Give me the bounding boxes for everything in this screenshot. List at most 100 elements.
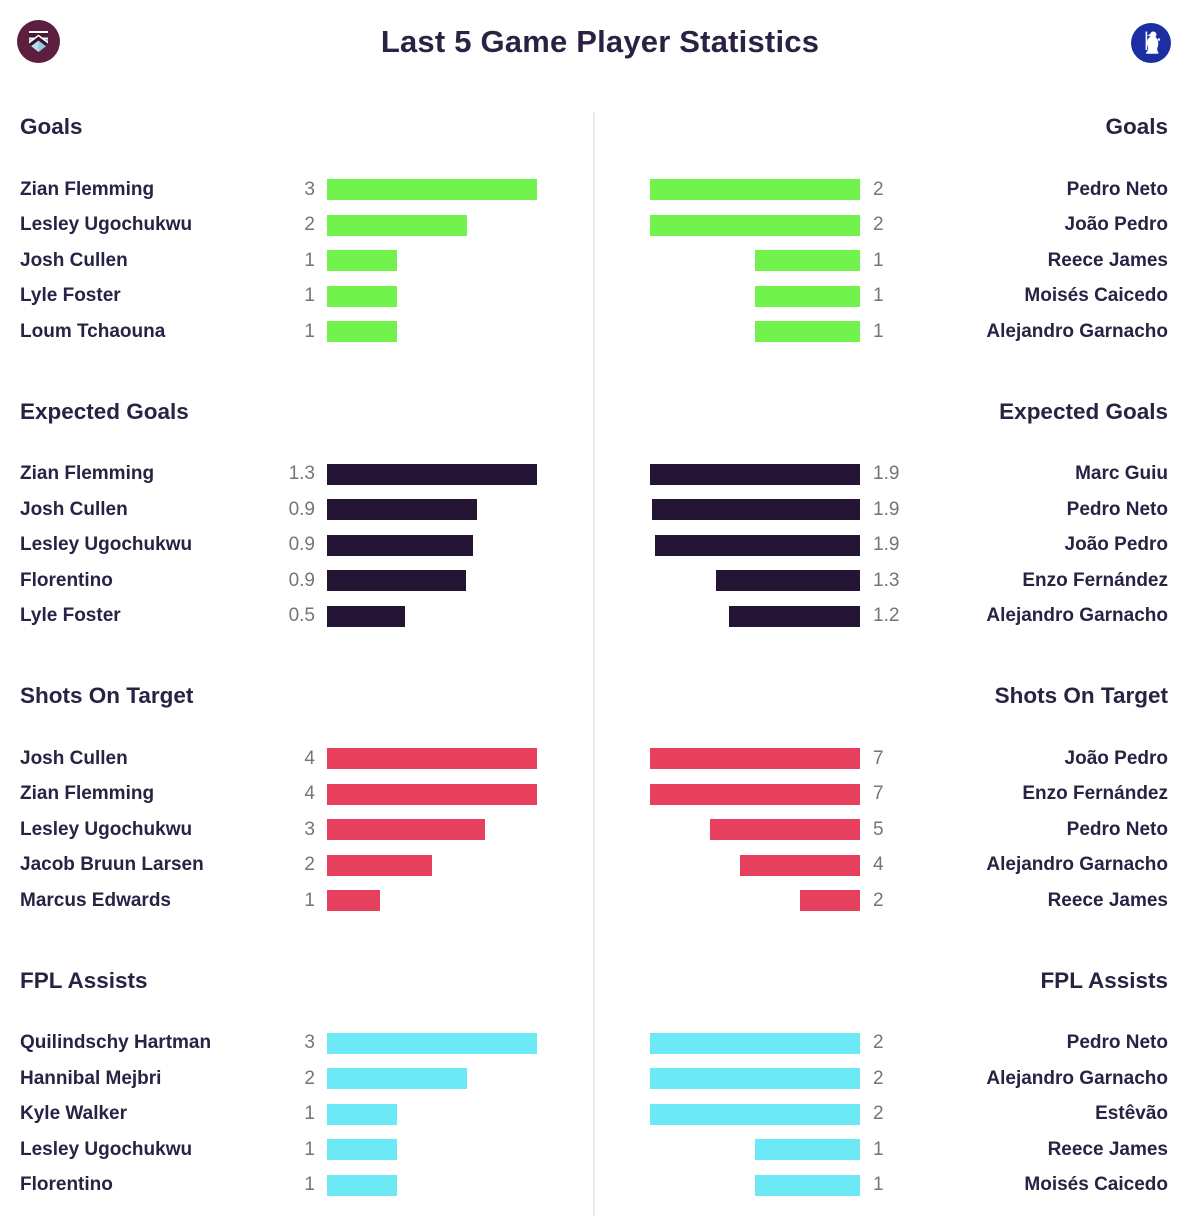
- stat-value: 0.5: [288, 605, 315, 627]
- player-name: Kyle Walker: [20, 1103, 128, 1125]
- stats-sections: Goals Goals Zian Flemming 3 2 Pedro Neto…: [0, 112, 1200, 1216]
- player-name: Reece James: [1047, 249, 1168, 271]
- player-name: Zian Flemming: [20, 178, 155, 200]
- away-side: 1 Moisés Caicedo: [593, 285, 1200, 307]
- bar-zone: [327, 1139, 537, 1161]
- player-name: Alejandro Garnacho: [986, 320, 1168, 342]
- bar-zone: [327, 285, 537, 307]
- stat-bar: [327, 854, 432, 876]
- stat-bar: [327, 748, 537, 770]
- stat-value: 0.9: [288, 569, 315, 591]
- stat-section-head: Shots On Target Shots On Target: [0, 681, 1200, 711]
- stat-bar: [327, 890, 380, 912]
- stat-bar: [800, 890, 860, 912]
- stat-bar: [327, 463, 537, 485]
- stat-bar: [755, 1139, 860, 1161]
- away-team-badge-chelsea-icon: [1131, 23, 1171, 63]
- stat-value: 1: [873, 1174, 884, 1196]
- player-name: Hannibal Mejbri: [20, 1067, 162, 1089]
- stat-bar: [327, 1032, 537, 1054]
- stat-value: 1: [873, 285, 884, 307]
- stat-value: 1: [304, 889, 315, 911]
- player-name: Florentino: [20, 1174, 113, 1196]
- stat-row: Jacob Bruun Larsen 2 4 Alejandro Garnach…: [0, 848, 1200, 884]
- stat-heading-left: FPL Assists: [20, 967, 148, 993]
- bar-zone: [650, 1174, 860, 1196]
- player-name: Moisés Caicedo: [1024, 1174, 1168, 1196]
- stat-bar: [729, 605, 860, 627]
- stat-bar: [327, 783, 537, 805]
- stat-bar: [716, 570, 860, 592]
- stat-value: 0.9: [288, 534, 315, 556]
- player-name: Reece James: [1047, 1138, 1168, 1160]
- stat-bar: [755, 321, 860, 343]
- stat-section: Goals Goals Zian Flemming 3 2 Pedro Neto…: [0, 112, 1200, 350]
- away-side: 1 Moisés Caicedo: [593, 1174, 1200, 1196]
- stat-value: 2: [873, 1032, 884, 1054]
- player-name: Enzo Fernández: [1022, 569, 1168, 591]
- stat-bar: [327, 1174, 397, 1196]
- stat-row: Florentino 1 1 Moisés Caicedo: [0, 1168, 1200, 1204]
- stat-bar: [327, 321, 397, 343]
- player-name: Jacob Bruun Larsen: [20, 854, 204, 876]
- away-side: 1.9 João Pedro: [593, 534, 1200, 556]
- stat-bar: [327, 1139, 397, 1161]
- bar-zone: [327, 605, 537, 627]
- home-side: Florentino 0.9: [0, 570, 593, 592]
- stat-value: 1.9: [873, 463, 900, 485]
- player-name: Marcus Edwards: [20, 889, 171, 911]
- stat-bar: [652, 499, 860, 521]
- bar-zone: [650, 214, 860, 236]
- bar-zone: [650, 321, 860, 343]
- home-side: Zian Flemming 4: [0, 783, 593, 805]
- stat-value: 1: [873, 249, 884, 271]
- player-name: Alejandro Garnacho: [986, 605, 1168, 627]
- stat-row: Lesley Ugochukwu 2 2 João Pedro: [0, 208, 1200, 244]
- away-side: 7 João Pedro: [593, 748, 1200, 770]
- stat-bar: [650, 179, 860, 201]
- stat-value: 2: [304, 1067, 315, 1089]
- home-side: Kyle Walker 1: [0, 1103, 593, 1125]
- stat-bar: [327, 605, 405, 627]
- stat-rows: Zian Flemming 1.3 1.9 Marc Guiu Josh Cul…: [0, 457, 1200, 635]
- stat-value: 7: [873, 783, 884, 805]
- stat-value: 1.3: [288, 463, 315, 485]
- bar-zone: [650, 463, 860, 485]
- stat-row: Josh Cullen 4 7 João Pedro: [0, 741, 1200, 777]
- home-side: Hannibal Mejbri 2: [0, 1068, 593, 1090]
- stat-value: 1.2: [873, 605, 900, 627]
- player-name: Marc Guiu: [1075, 463, 1168, 485]
- bar-zone: [327, 748, 537, 770]
- home-side: Zian Flemming 3: [0, 179, 593, 201]
- player-name: Zian Flemming: [20, 783, 155, 805]
- stat-bar: [327, 1103, 397, 1125]
- stat-bar: [650, 748, 860, 770]
- player-name: Alejandro Garnacho: [986, 1067, 1168, 1089]
- stat-bar: [655, 534, 860, 556]
- stat-value: 1: [304, 285, 315, 307]
- home-side: Marcus Edwards 1: [0, 890, 593, 912]
- stat-section: FPL Assists FPL Assists Quilindschy Hart…: [0, 966, 1200, 1204]
- bar-zone: [650, 748, 860, 770]
- stat-bar: [650, 1103, 860, 1125]
- stat-rows: Quilindschy Hartman 3 2 Pedro Neto Hanni…: [0, 1026, 1200, 1204]
- bar-zone: [327, 783, 537, 805]
- stat-heading-right: Shots On Target: [994, 683, 1168, 708]
- player-name: Zian Flemming: [20, 463, 155, 485]
- stat-value: 3: [304, 1032, 315, 1054]
- stat-value: 1: [304, 1103, 315, 1125]
- bar-zone: [650, 1103, 860, 1125]
- center-divider: [593, 112, 595, 1216]
- stat-row: Josh Cullen 0.9 1.9 Pedro Neto: [0, 492, 1200, 528]
- player-name: Pedro Neto: [1066, 1032, 1168, 1054]
- player-name: João Pedro: [1064, 747, 1168, 769]
- away-side: 1.3 Enzo Fernández: [593, 570, 1200, 592]
- stat-value: 2: [873, 1103, 884, 1125]
- player-name: Pedro Neto: [1066, 818, 1168, 840]
- stat-row: Lyle Foster 0.5 1.2 Alejandro Garnacho: [0, 599, 1200, 635]
- stat-heading-left: Expected Goals: [20, 398, 189, 424]
- stat-row: Kyle Walker 1 2 Estêvão: [0, 1097, 1200, 1133]
- bar-zone: [327, 499, 537, 521]
- player-name: João Pedro: [1064, 534, 1168, 556]
- stat-rows: Josh Cullen 4 7 João Pedro Zian Flemming…: [0, 741, 1200, 919]
